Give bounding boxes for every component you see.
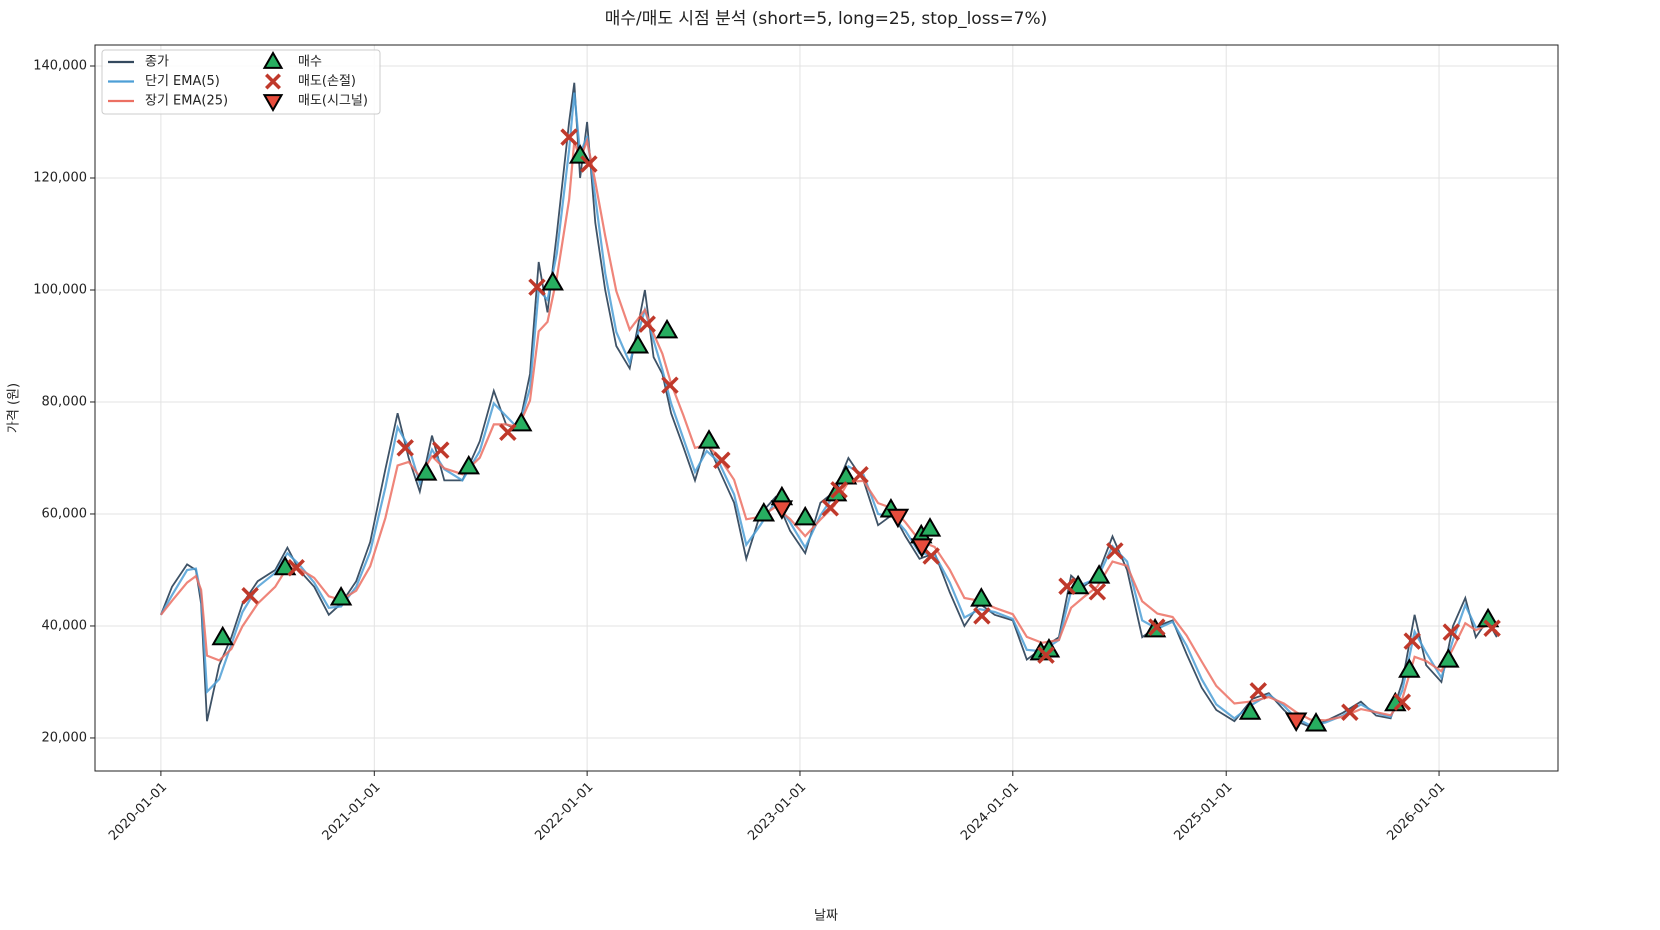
stop-loss-marker (830, 481, 848, 499)
buy-marker (414, 461, 438, 481)
stop-loss-marker (713, 451, 731, 469)
y-tick-label: 40,000 (42, 618, 88, 633)
stop-loss-marker (1403, 632, 1421, 650)
stop-loss-marker (265, 73, 281, 90)
stop-loss-marker (560, 128, 578, 146)
stop-loss-marker (1106, 542, 1124, 560)
legend-box (101, 49, 381, 115)
legend-label: 단기 EMA(5) (145, 74, 220, 89)
stop-loss-marker (1341, 703, 1359, 721)
plot-frame (94, 44, 1559, 772)
stop-loss-marker (1088, 583, 1107, 601)
buy-marker (697, 429, 721, 449)
buy-marker (918, 517, 942, 537)
buy-marker (541, 270, 564, 291)
stop-loss-marker (851, 466, 869, 484)
buy-marker (510, 411, 533, 432)
y-tick-label: 120,000 (33, 170, 87, 185)
buy-marker (273, 555, 297, 576)
stop-loss-marker (638, 315, 656, 333)
signal-sell-marker (770, 500, 794, 520)
stop-loss-marker (1037, 646, 1055, 664)
signal-sell-marker (886, 508, 910, 529)
legend-label: 매도(손절) (298, 74, 356, 89)
signal-sell-marker (262, 94, 284, 113)
buy-marker (655, 318, 679, 339)
signal-sell-marker (1284, 712, 1308, 733)
stop-loss-marker (1249, 682, 1268, 700)
y-tick-label: 100,000 (33, 282, 87, 297)
buy-marker (1304, 711, 1328, 732)
buy-marker (626, 333, 650, 354)
buy-marker (329, 585, 353, 606)
stop-loss-marker (1483, 619, 1501, 637)
stop-loss-marker (528, 278, 546, 296)
buy-marker (1398, 658, 1421, 678)
buy-marker (262, 50, 284, 69)
buy-marker (1066, 574, 1090, 595)
legend-label: 매도(시그널) (298, 94, 368, 109)
stop-loss-marker (821, 499, 840, 517)
stop-loss-marker (1148, 618, 1166, 636)
price-line (159, 92, 1498, 727)
buy-marker (1238, 700, 1262, 720)
stop-loss-marker (287, 558, 305, 577)
stop-loss-marker (973, 607, 991, 625)
chart-title: 매수/매도 시점 분석 (short=5, long=25, stop_loss… (605, 9, 1048, 29)
stop-loss-marker (1442, 623, 1461, 641)
y-tick-label: 140,000 (33, 58, 87, 73)
buy-marker (211, 625, 234, 646)
stop-loss-marker (661, 376, 679, 394)
stop-loss-marker (1058, 577, 1076, 595)
stop-loss-marker (922, 547, 940, 565)
y-tick-label: 80,000 (42, 394, 88, 409)
buy-marker (752, 501, 776, 522)
stop-loss-marker (396, 439, 414, 457)
signal-sell-marker (910, 538, 934, 558)
buy-marker (793, 505, 817, 526)
legend-label: 종가 (145, 55, 169, 70)
stop-loss-marker (580, 155, 598, 173)
stop-loss-marker (499, 423, 517, 441)
stop-loss-marker (1393, 693, 1412, 711)
x-axis-label: 날짜 (814, 909, 838, 924)
y-tick-label: 20,000 (42, 730, 88, 745)
buy-marker (1087, 564, 1111, 584)
buy-marker (970, 587, 993, 607)
legend-label: 매수 (298, 55, 322, 70)
buy-marker (457, 454, 480, 475)
stop-loss-marker (241, 586, 259, 605)
y-axis-label: 가격 (원) (7, 383, 22, 433)
y-tick-label: 60,000 (42, 506, 88, 521)
stop-loss-marker (432, 441, 450, 459)
buy-marker (1437, 648, 1460, 668)
legend-label: 장기 EMA(25) (145, 94, 228, 109)
